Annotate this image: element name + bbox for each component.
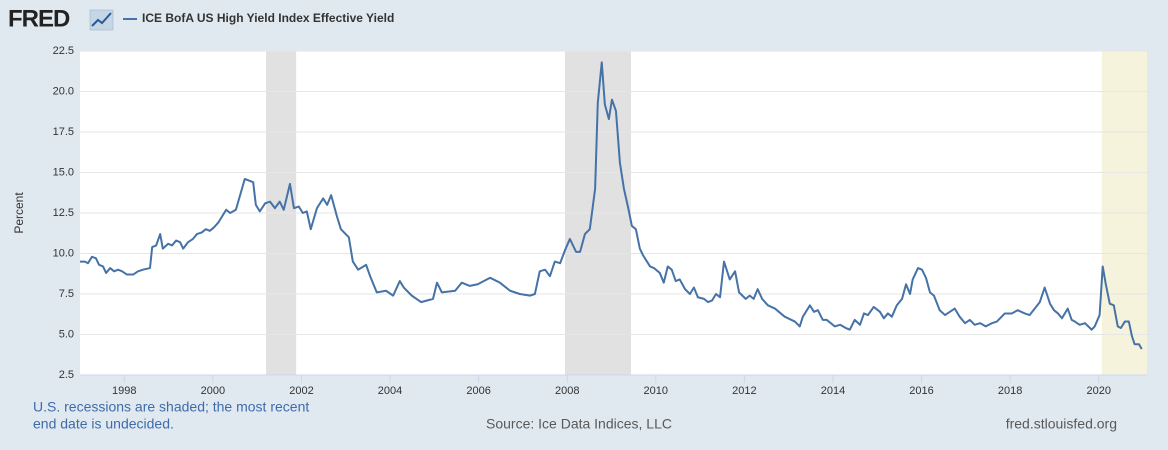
x-tick-label: 2002 xyxy=(289,385,313,397)
y-tick-label: 12.5 xyxy=(53,207,74,219)
y-tick-label: 17.5 xyxy=(53,126,74,138)
note-line: end date is undecided. xyxy=(33,416,174,432)
x-tick-label: 2008 xyxy=(555,385,579,397)
x-tick-label: 1998 xyxy=(112,385,136,397)
y-tick-label: 5.0 xyxy=(59,328,74,340)
y-tick-label: 22.5 xyxy=(53,45,74,57)
y-tick-label: 10.0 xyxy=(53,247,74,259)
logo: FRED xyxy=(8,5,70,32)
x-tick-label: 2020 xyxy=(1086,385,1110,397)
y-tick-label: 7.5 xyxy=(59,288,74,300)
x-tick-label: 2000 xyxy=(201,385,225,397)
series-line xyxy=(80,61,1143,350)
site: fred.stlouisfed.org xyxy=(1006,416,1117,432)
logo-icon xyxy=(89,9,114,31)
note-line: U.S. recessions are shaded; the most rec… xyxy=(33,399,309,415)
y-axis-label: Percent xyxy=(12,192,26,234)
y-tick-label: 20.0 xyxy=(53,85,74,97)
x-tick-label: 2006 xyxy=(466,385,490,397)
source: Source: Ice Data Indices, LLC xyxy=(486,416,672,432)
x-tick-label: 2018 xyxy=(998,385,1022,397)
legend-label: ICE BofA US High Yield Index Effective Y… xyxy=(142,11,394,25)
x-tick-label: 2014 xyxy=(821,385,845,397)
x-tick-label: 2012 xyxy=(732,385,756,397)
x-tick-label: 2016 xyxy=(909,385,933,397)
x-tick-label: 2010 xyxy=(644,385,668,397)
x-tick-label: 2004 xyxy=(378,385,402,397)
y-tick-label: 2.5 xyxy=(59,369,74,381)
y-tick-label: 15.0 xyxy=(53,166,74,178)
